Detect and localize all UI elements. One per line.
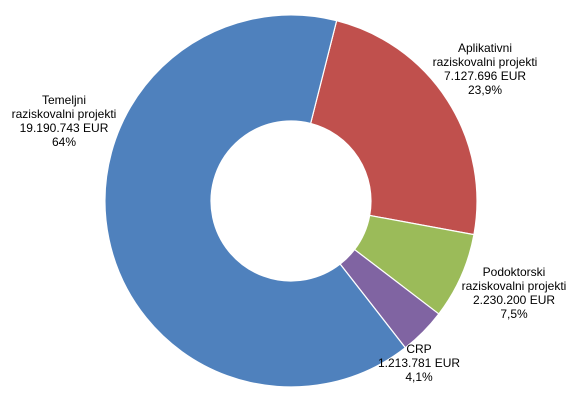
slices-layer: [104, 14, 478, 388]
slice-label-line: raziskovalni projekti: [12, 107, 117, 121]
slice-label-line: raziskovalni projekti: [462, 279, 567, 293]
slice-label-line: raziskovalni projekti: [433, 55, 538, 69]
slice-label-line: Podoktorski: [483, 265, 546, 279]
slice-label-line: 23,9%: [468, 83, 502, 97]
slice-label-line: 7,5%: [500, 307, 528, 321]
slice-label-line: 4,1%: [405, 370, 433, 384]
slice-label-line: 64%: [52, 135, 76, 149]
slice-label-line: 1.213.781 EUR: [378, 356, 460, 370]
donut-slice: [104, 14, 407, 388]
slice-label-line: Temeljni: [42, 93, 86, 107]
slice-label-line: 19.190.743 EUR: [20, 121, 109, 135]
slice-label-line: 2.230.200 EUR: [473, 293, 555, 307]
slice-label-line: CRP: [406, 342, 431, 356]
slice-label-line: Aplikativni: [458, 41, 512, 55]
slice-label-line: 7.127.696 EUR: [444, 69, 526, 83]
donut-slice: [309, 19, 478, 236]
